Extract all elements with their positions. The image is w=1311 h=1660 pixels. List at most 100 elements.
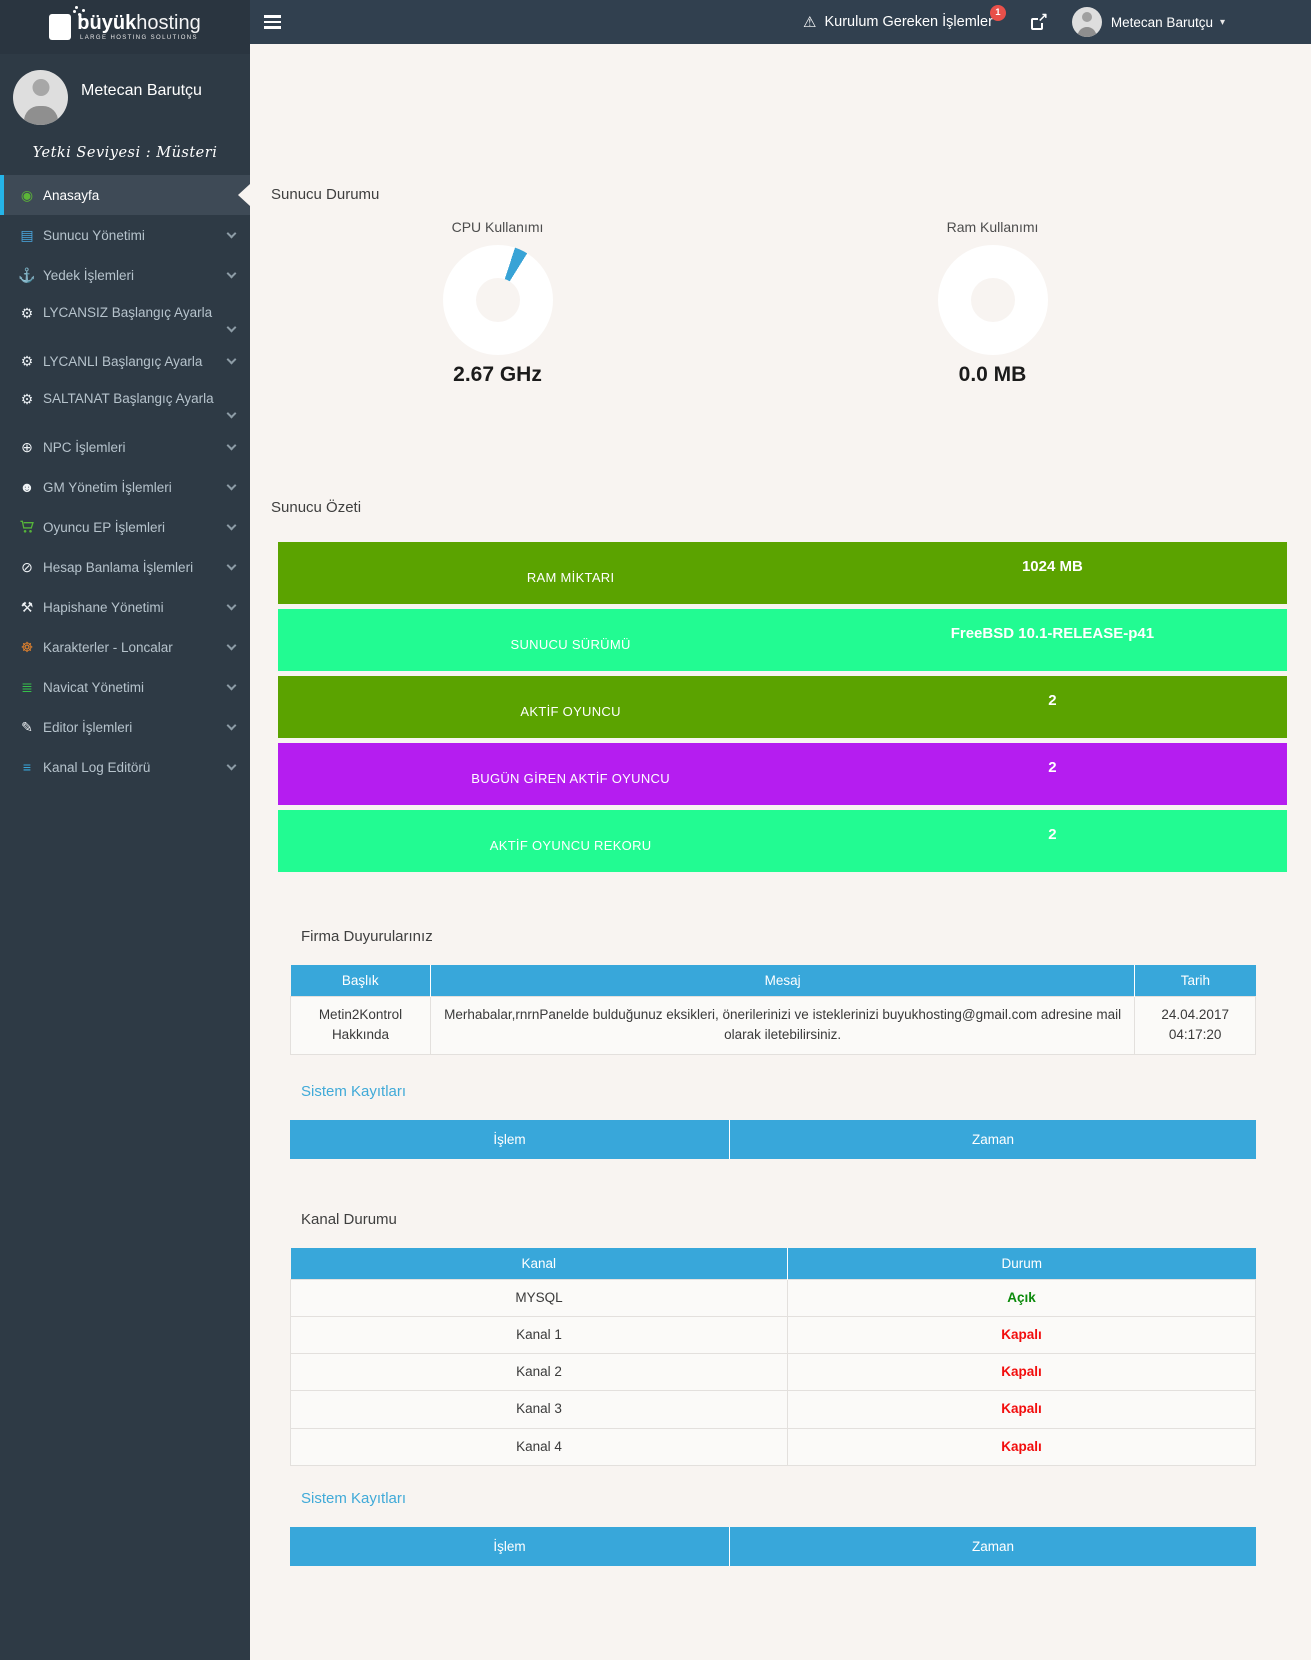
- top-navbar: ⚠ Kurulum Gereken İşlemler 1 ↗ Metecan B…: [250, 0, 1311, 44]
- sidebar-item-lycansiz-başlangıç-ayarla[interactable]: ⚙ LYCANSIZ Başlangıç Ayarla: [0, 295, 250, 341]
- external-link-icon[interactable]: ↗: [1030, 10, 1048, 30]
- server-summary-bars: RAM MİKTARI 1024 MB SUNUCU SÜRÜMÜ FreeBSD 1…: [278, 542, 1287, 872]
- summary-bar-value: FreeBSD 10.1-RELEASE-p41: [950, 624, 1155, 642]
- ram-gauge: Ram Kullanımı 0.0 MB: [745, 219, 1240, 387]
- sidebar-item-label: LYCANLI Başlangıç Ayarla: [43, 353, 203, 369]
- sidebar-item-label: Karakterler - Loncalar: [43, 639, 173, 655]
- table-row: Kanal 4 Kapalı: [290, 1427, 1257, 1466]
- user-name: Metecan Barutçu: [81, 82, 202, 99]
- user-icon: ☻: [19, 479, 35, 495]
- user-role-label: Yetki Seviyesi : Müsteri: [32, 145, 218, 161]
- channel-name-cell: Kanal 3: [290, 1390, 788, 1429]
- sidebar-item-gm-yönetim-i-şlemleri[interactable]: ☻ GM Yönetim İşlemleri: [0, 467, 250, 507]
- table-row: Kanal 1 Kapalı: [290, 1315, 1257, 1355]
- chevron-down-icon: [226, 520, 237, 531]
- section-title-server-status: Sunucu Durumu: [271, 186, 380, 203]
- navbar-user-name: Metecan Barutçu: [1110, 14, 1213, 30]
- chevron-down-icon: [226, 680, 237, 691]
- sidebar-item-yedek-i-şlemleri[interactable]: ⚓ Yedek İşlemleri: [0, 255, 250, 295]
- pending-tasks-button[interactable]: ⚠ Kurulum Gereken İşlemler 1: [803, 5, 1006, 31]
- chevron-down-icon: [226, 268, 237, 279]
- gauge-title: Ram Kullanımı: [946, 219, 1039, 235]
- sidebar-item-saltanat-başlangıç-ayarla[interactable]: ⚙ SALTANAT Başlangıç Ayarla: [0, 381, 250, 427]
- sidebar-item-sunucu-yönetimi[interactable]: ▤ Sunucu Yönetimi: [0, 215, 250, 255]
- cpu-gauge: CPU Kullanımı 2.67 GHz: [250, 219, 745, 387]
- anchor-icon: ⚓: [18, 267, 36, 283]
- brand-logo-icon: [49, 10, 77, 40]
- sidebar-item-anasayfa[interactable]: ◉ Anasayfa: [0, 175, 250, 215]
- sidebar-item-editor-i-şlemleri[interactable]: ✎ Editor İşlemleri: [0, 707, 250, 747]
- chevron-down-icon: [226, 480, 237, 491]
- system-logs-link[interactable]: Sistem Kayıtları: [301, 1489, 407, 1507]
- brand-tagline: LARGE HOSTING SOLUTIONS: [80, 35, 198, 41]
- chevron-down-icon: [226, 322, 237, 333]
- chevron-down-icon: [226, 640, 237, 651]
- sidebar-item-label: Anasayfa: [43, 187, 100, 203]
- sidebar-item-label: Hapishane Yönetimi: [43, 599, 164, 615]
- gauge-value: 0.0 MB: [958, 363, 1027, 386]
- gauges-row: CPU Kullanımı 2.67 GHz Ram Kullanımı 0.0 MB: [250, 219, 1240, 387]
- chevron-down-icon: [226, 228, 237, 239]
- user-menu[interactable]: Metecan Barutçu ▾: [1071, 7, 1225, 37]
- system-logs-link[interactable]: Sistem Kayıtları: [301, 1082, 407, 1100]
- sidebar-item-navicat-yönetimi[interactable]: ≣ Navicat Yönetimi: [0, 667, 250, 707]
- gear-icon: ⚙: [20, 353, 34, 369]
- avatar: [13, 70, 68, 125]
- channel-status-cell: Kapalı: [786, 1390, 1257, 1429]
- table-row: Kanal 2 Kapalı: [290, 1352, 1257, 1392]
- gear-icon: ⚙: [20, 304, 34, 321]
- hamburger-menu-icon[interactable]: [262, 0, 300, 44]
- brand-name: büyükhosting: [77, 12, 201, 34]
- sidebar-item-label: Hesap Banlama İşlemleri: [43, 559, 194, 575]
- active-item-notch: [238, 184, 250, 206]
- column-header: Başlık: [290, 965, 431, 997]
- user-panel: Metecan Barutçu: [0, 54, 250, 129]
- column-header: Zaman: [729, 1119, 1256, 1159]
- system-logs-table: İşlem Zaman: [290, 1526, 1256, 1566]
- summary-bar: AKTİF OYUNCU 2: [278, 676, 1287, 738]
- gauge-title: CPU Kullanımı: [451, 219, 544, 235]
- sidebar-item-label: Yedek İşlemleri: [43, 267, 135, 283]
- sidebar-item-karakterler-loncalar[interactable]: ☸ Karakterler - Loncalar: [0, 627, 250, 667]
- ban-icon: ⊘: [21, 559, 33, 575]
- column-header: Tarih: [1134, 965, 1256, 997]
- sidebar-item-lycanli-başlangıç-ayarla[interactable]: ⚙ LYCANLI Başlangıç Ayarla: [0, 341, 250, 381]
- notification-badge: 1: [989, 5, 1006, 21]
- chevron-down-icon: [226, 720, 237, 731]
- gavel-icon: ⚒: [20, 599, 34, 615]
- sidebar-item-hapishane-yönetimi[interactable]: ⚒ Hapishane Yönetimi: [0, 587, 250, 627]
- announcement-date-cell: 24.04.2017 04:17:20: [1134, 996, 1256, 1055]
- channel-status-cell: Açık: [786, 1278, 1257, 1317]
- summary-bar: BUGÜN GİREN AKTİF OYUNCU 2: [278, 743, 1287, 805]
- summary-bar-value: 2: [1048, 825, 1057, 843]
- sidebar-item-label: SALTANAT Başlangıç Ayarla: [43, 391, 214, 406]
- plus-circle-icon: ⊕: [21, 439, 33, 455]
- warning-icon: ⚠: [803, 14, 817, 31]
- sidebar-item-label: Navicat Yönetimi: [43, 679, 145, 695]
- logo[interactable]: büyükhosting LARGE HOSTING SOLUTIONS: [0, 0, 250, 54]
- table-header-row: Kanal Durum: [290, 1247, 1256, 1279]
- table-header-row: İşlem Zaman: [290, 1119, 1256, 1159]
- sidebar-item-oyuncu-ep-i-şlemleri[interactable]: Oyuncu EP İşlemleri: [0, 507, 250, 547]
- sidebar-item-label: Sunucu Yönetimi: [43, 227, 145, 243]
- chevron-down-icon: [226, 560, 237, 571]
- summary-bar: AKTİF OYUNCU REKORU 2: [278, 810, 1287, 872]
- sidebar-item-label: LYCANSIZ Başlangıç Ayarla: [43, 305, 213, 320]
- table-row: Metin2Kontrol Hakkında Merhabalar,rnrnPan…: [290, 996, 1256, 1055]
- pencil-icon: ✎: [21, 719, 33, 735]
- channel-status-cell: Kapalı: [786, 1427, 1257, 1466]
- sidebar-item-hesap-banlama-i-şlemleri[interactable]: ⊘ Hesap Banlama İşlemleri: [0, 547, 250, 587]
- cart-icon: [17, 520, 37, 534]
- sidebar-item-label: Kanal Log Editörü: [43, 759, 151, 775]
- summary-bar-label: AKTİF OYUNCU REKORU: [489, 837, 652, 853]
- channel-name-cell: Kanal 2: [290, 1352, 788, 1392]
- newspaper-icon: ▤: [20, 227, 34, 243]
- summary-bar: SUNUCU SÜRÜMÜ FreeBSD 10.1-RELEASE-p41: [278, 609, 1287, 671]
- database-icon: ≣: [21, 679, 33, 695]
- column-header: Zaman: [729, 1526, 1256, 1566]
- sidebar-item-kanal-log-editörü[interactable]: ≡ Kanal Log Editörü: [0, 747, 250, 787]
- lines-icon: ≡: [22, 759, 32, 775]
- table-row: MYSQL Açık: [290, 1278, 1257, 1317]
- sidebar-item-npc-i-şlemleri[interactable]: ⊕ NPC İşlemleri: [0, 427, 250, 467]
